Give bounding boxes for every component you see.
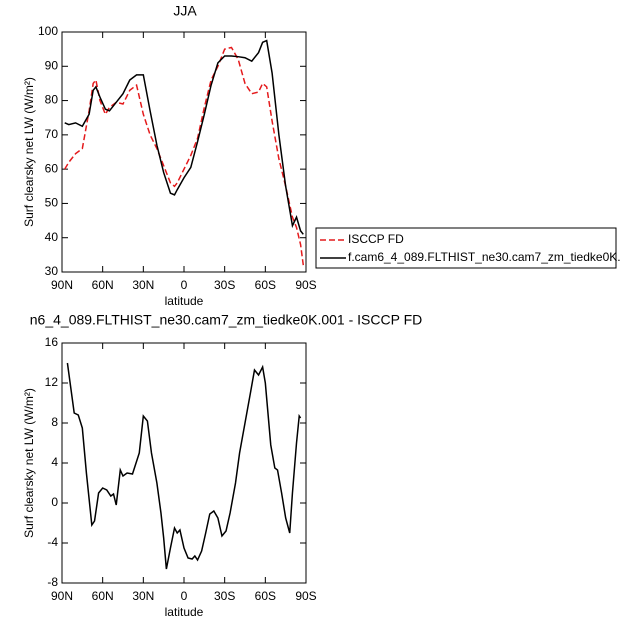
x-axis-label: latitude — [165, 605, 204, 619]
data-line — [64, 46, 305, 266]
x-tick-label: 90S — [295, 589, 316, 603]
x-tick-label: 30N — [132, 278, 154, 292]
y-tick-label: 4 — [51, 455, 58, 469]
x-axis-label: latitude — [165, 294, 204, 308]
y-tick-label: 40 — [45, 230, 59, 244]
y-tick-label: -4 — [47, 535, 58, 549]
y-tick-label: 70 — [45, 127, 59, 141]
chart-title: n6_4_089.FLTHIST_ne30.cam7_zm_tiedke0K.0… — [30, 312, 422, 328]
y-tick-label: 30 — [45, 264, 59, 278]
x-tick-label: 60N — [92, 589, 114, 603]
y-tick-label: 50 — [45, 196, 59, 210]
x-tick-label: 60N — [92, 278, 114, 292]
x-tick-label: 0 — [181, 278, 188, 292]
x-tick-label: 90N — [51, 589, 73, 603]
x-tick-label: 30S — [214, 278, 235, 292]
y-tick-label: 0 — [51, 495, 58, 509]
y-tick-label: 90 — [45, 58, 59, 72]
x-tick-label: 60S — [255, 589, 276, 603]
data-line — [66, 362, 302, 570]
y-tick-label: -8 — [47, 575, 58, 589]
data-line — [64, 39, 304, 235]
y-tick-label: 100 — [38, 24, 58, 38]
y-tick-label: 60 — [45, 161, 59, 175]
x-tick-label: 30S — [214, 589, 235, 603]
x-tick-label: 90N — [51, 278, 73, 292]
y-tick-label: 16 — [45, 335, 59, 349]
legend-label: ISCCP FD — [348, 232, 404, 246]
x-tick-label: 90S — [295, 278, 316, 292]
y-axis-label: Surf clearsky net LW (W/m²) — [22, 388, 36, 538]
x-tick-label: 0 — [181, 589, 188, 603]
y-tick-label: 80 — [45, 93, 59, 107]
plot-frame — [61, 31, 307, 273]
y-tick-label: 12 — [45, 375, 59, 389]
x-tick-label: 60S — [255, 278, 276, 292]
legend-label: f.cam6_4_089.FLTHIST_ne30.cam7_zm_tiedke… — [348, 250, 621, 264]
chart-title: JJA — [173, 3, 197, 19]
x-tick-label: 30N — [132, 589, 154, 603]
y-axis-label: Surf clearsky net LW (W/m²) — [22, 77, 36, 227]
y-tick-label: 8 — [51, 415, 58, 429]
legend-frame — [315, 227, 617, 269]
